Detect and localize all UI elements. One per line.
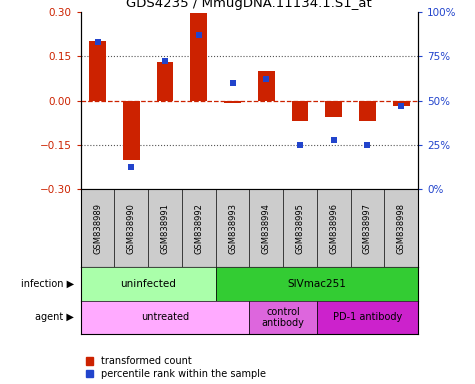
Text: GSM838993: GSM838993: [228, 203, 237, 254]
Bar: [317, 301, 418, 334]
Text: GSM838996: GSM838996: [329, 203, 338, 254]
Bar: [292, 101, 308, 121]
Bar: [359, 101, 376, 121]
Bar: [258, 71, 275, 101]
Text: infection ▶: infection ▶: [20, 279, 74, 289]
Text: GSM838989: GSM838989: [93, 203, 102, 254]
Text: GSM838991: GSM838991: [161, 203, 170, 254]
Text: control
antibody: control antibody: [262, 306, 304, 328]
Text: untreated: untreated: [141, 313, 189, 323]
Text: GSM838990: GSM838990: [127, 203, 136, 254]
Text: SIVmac251: SIVmac251: [287, 279, 346, 289]
Text: PD-1 antibody: PD-1 antibody: [333, 313, 402, 323]
Text: agent ▶: agent ▶: [35, 313, 74, 323]
Text: GSM838995: GSM838995: [295, 203, 304, 254]
Bar: [123, 101, 140, 160]
Bar: [249, 301, 317, 334]
Legend: transformed count, percentile rank within the sample: transformed count, percentile rank withi…: [86, 356, 266, 379]
Bar: [216, 267, 418, 301]
Text: GSM838998: GSM838998: [397, 203, 406, 254]
Text: GSM838997: GSM838997: [363, 203, 372, 254]
Bar: [190, 13, 207, 101]
Bar: [157, 62, 173, 101]
Bar: [89, 41, 106, 101]
Title: GDS4235 / MmugDNA.11134.1.S1_at: GDS4235 / MmugDNA.11134.1.S1_at: [126, 0, 372, 10]
Bar: [393, 101, 409, 106]
Text: uninfected: uninfected: [120, 279, 176, 289]
Bar: [81, 267, 216, 301]
Bar: [224, 101, 241, 103]
Bar: [81, 301, 249, 334]
Text: GSM838994: GSM838994: [262, 203, 271, 254]
Text: GSM838992: GSM838992: [194, 203, 203, 254]
Bar: [325, 101, 342, 117]
